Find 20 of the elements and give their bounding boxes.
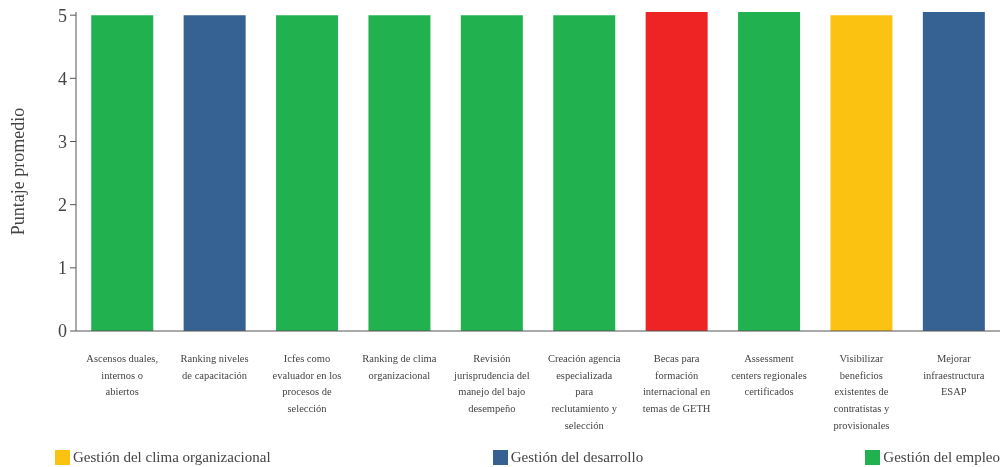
x-tick-label: Revisión jurisprudencia del manejo del bajo desempeño: [453, 353, 530, 415]
y-tick-label: 2: [58, 195, 67, 216]
x-tick-label: Visibilizar beneficios existentes de contratistas y provisionales: [833, 353, 890, 431]
legend-label: Gestión del clima organizacional: [73, 448, 271, 466]
x-tick-label: Creación agencia especializada para reclutamiento y selección: [547, 353, 621, 431]
x-tick-label: Icfes como evaluador en los procesos de selección: [272, 353, 342, 415]
legend-label: Gestión del empleo: [883, 448, 1000, 466]
y-tick-label: 1: [58, 258, 67, 279]
y-tick-label: 4: [58, 68, 67, 89]
legend-label: Gestión del desarrollo: [510, 448, 644, 466]
x-tick-label: Becas para formación internacional en temas de GETH: [642, 353, 712, 415]
y-tick-label: 0: [58, 321, 67, 342]
y-tick-label: 5: [58, 5, 67, 26]
x-tick-label: Mejorar infraestructura ESAP: [923, 353, 985, 398]
y-axis-title: Puntaje promedio: [8, 107, 28, 236]
x-tick-label: Ranking niveles de capacitación: [180, 353, 249, 381]
x-tick-label: Ascensos duales, internos o abiertos: [86, 353, 159, 398]
x-tick-label: Assessment centers regionales certificados: [731, 353, 807, 398]
x-tick-label: Ranking de clima organizacional: [362, 353, 437, 381]
y-tick-label: 3: [58, 131, 67, 152]
